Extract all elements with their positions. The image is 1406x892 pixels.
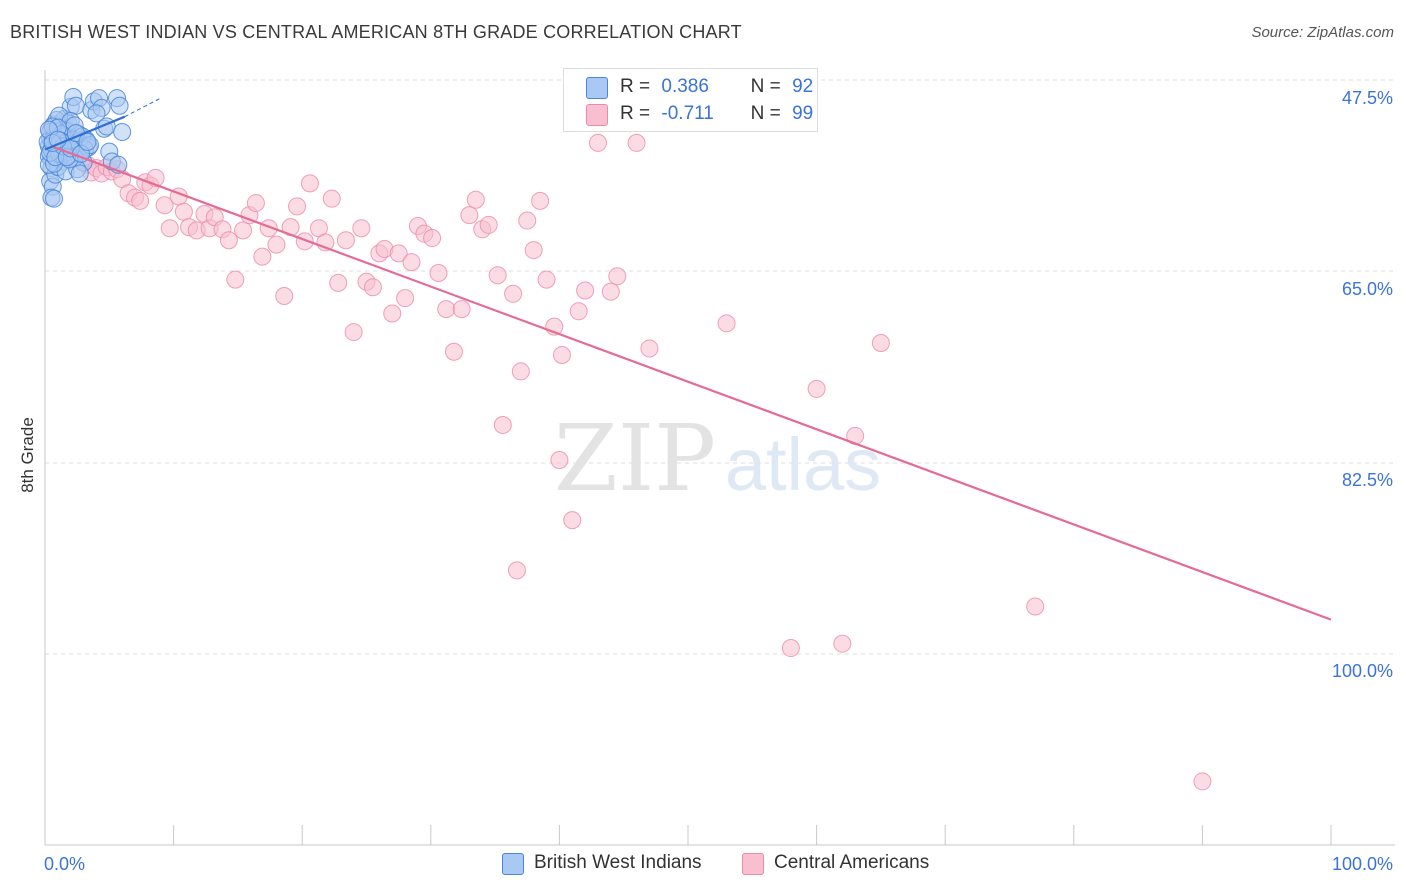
bottom-legend-label-1: British West Indians [534, 852, 702, 873]
pink-swatch [586, 104, 608, 126]
central-american-point [466, 190, 485, 209]
central-american-point [396, 289, 415, 308]
central-american-point [537, 270, 556, 289]
central-american-point [601, 282, 620, 301]
central-american-point [352, 219, 371, 238]
central-american-point [437, 300, 456, 319]
central-american-point [444, 342, 463, 361]
central-american-point [807, 379, 826, 398]
blue-swatch [586, 77, 608, 99]
central-american-point [329, 273, 348, 292]
central-american-point [275, 286, 294, 305]
central-american-point [452, 300, 471, 319]
central-american-point [383, 304, 402, 323]
central-american-point [219, 231, 238, 250]
pink-legend-swatch [742, 853, 764, 875]
correlation-legend: R = 0.386 N = 92 R = -0.711 N = 99 [563, 68, 818, 132]
tick-labels: 47.5% 65.0% 82.5% 100.0% 0.0% 100.0% [44, 88, 1393, 874]
central-american-point [588, 133, 607, 152]
british-west-indian-point [110, 96, 129, 115]
central-american-point [504, 284, 523, 303]
british-west-indian-point [66, 96, 85, 115]
central-american-point [871, 334, 890, 352]
british-west-indian-point [87, 104, 106, 123]
y-tick-label: 82.5% [1342, 470, 1393, 490]
y-tick-label: 65.0% [1342, 279, 1393, 299]
legend-n-value-1: 92 [792, 76, 814, 97]
central-american-point [423, 229, 442, 248]
central-american-point [429, 264, 448, 283]
central-american-point [363, 278, 382, 297]
central-american-point [640, 339, 659, 358]
british-west-indian-points [38, 88, 132, 208]
legend-r-value-2: -0.711 [661, 103, 714, 124]
central-american-point [488, 266, 507, 285]
central-american-point [234, 221, 253, 240]
trend-lines [44, 97, 1332, 621]
legend-n-label-2: N = [750, 103, 781, 124]
central-american-point [155, 196, 174, 215]
central-american-point [576, 281, 595, 300]
watermark-zip: ZIP [554, 405, 716, 512]
central-american-point [253, 247, 272, 266]
y-tick-label: 47.5% [1342, 88, 1393, 108]
central-american-point [1193, 772, 1212, 791]
central-american-point [563, 511, 582, 530]
central-american-point [174, 202, 193, 221]
x-tick-label-max: 100.0% [1332, 854, 1393, 874]
central-american-point [552, 346, 571, 365]
british-west-indian-trend-extension [124, 97, 161, 118]
axes [44, 70, 1395, 846]
central-american-point [511, 362, 530, 381]
central-american-point [267, 235, 286, 254]
legend-n-value-2: 99 [792, 103, 814, 124]
central-american-point [131, 191, 150, 210]
watermark: ZIP atlas [554, 405, 881, 512]
central-american-point [460, 206, 479, 225]
central-american-point [300, 174, 319, 193]
central-american-point [608, 267, 627, 286]
british-west-indian-point [70, 164, 89, 183]
central-american-point [389, 244, 408, 263]
central-american-point [246, 194, 265, 213]
central-american-points [42, 114, 1212, 791]
central-american-point [479, 215, 498, 234]
central-american-point [344, 323, 363, 342]
central-american-point [336, 231, 355, 250]
blue-legend-swatch [502, 853, 524, 875]
legend-r-label-2: R = [620, 103, 651, 124]
central-american-point [226, 270, 245, 289]
central-american-point [295, 232, 314, 251]
central-american-point [493, 416, 512, 434]
british-west-indian-point [78, 132, 97, 151]
y-tick-label: 100.0% [1332, 661, 1393, 681]
central-american-point [518, 211, 537, 230]
central-american-point [160, 219, 179, 238]
legend-r-label-1: R = [620, 76, 651, 97]
central-american-point [507, 561, 526, 580]
british-west-indian-trend-line [44, 115, 126, 151]
central-american-point [627, 133, 646, 152]
bottom-legend-label-2: Central Americans [774, 852, 930, 873]
central-american-point [288, 197, 307, 216]
x-tick-label-min: 0.0% [44, 854, 85, 874]
legend-n-label-1: N = [750, 76, 781, 97]
legend-r-value-1: 0.386 [661, 76, 709, 97]
central-american-point [781, 639, 800, 658]
source-label: Source: ZipAtlas.com [1251, 24, 1394, 41]
central-american-point [550, 450, 569, 469]
central-american-trend-line [51, 145, 1332, 621]
british-west-indian-point [113, 122, 132, 141]
central-american-point [524, 241, 543, 260]
british-west-indian-point [45, 189, 64, 208]
central-american-point [322, 189, 341, 208]
central-american-point [833, 634, 852, 653]
central-american-point [569, 302, 588, 321]
central-american-point [402, 253, 421, 272]
central-american-point [531, 191, 550, 210]
central-american-point [717, 314, 736, 333]
central-american-point [1026, 597, 1045, 616]
chart-title: BRITISH WEST INDIAN VS CENTRAL AMERICAN … [10, 22, 742, 42]
